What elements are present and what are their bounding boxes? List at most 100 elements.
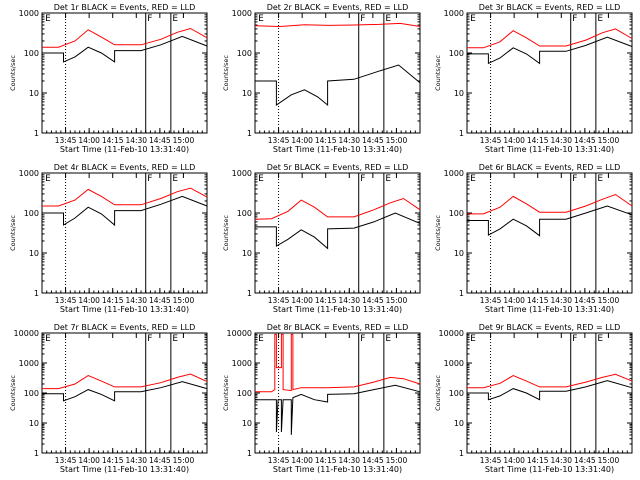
interval-marker-label: E bbox=[385, 14, 391, 24]
plot-frame bbox=[466, 332, 633, 454]
series-line-lld bbox=[467, 28, 633, 49]
x-tick-label: 14:15 bbox=[527, 136, 549, 145]
plot-frame bbox=[254, 332, 421, 454]
x-tick-label: 13:45 bbox=[268, 136, 290, 145]
y-tick-label: 100 bbox=[237, 49, 252, 58]
x-tick-label: 13:45 bbox=[268, 456, 290, 465]
x-tick-label: 14:45 bbox=[574, 136, 596, 145]
y-tick-label: 1 bbox=[34, 449, 39, 458]
y-axis-label: Counts/sec bbox=[9, 375, 17, 411]
y-axis-label: Counts/sec bbox=[222, 215, 230, 251]
y-tick-label: 1 bbox=[247, 289, 252, 298]
y-axis-label: Counts/sec bbox=[434, 375, 442, 411]
x-tick-label: 15:00 bbox=[386, 136, 408, 145]
x-tick-label: 14:15 bbox=[102, 136, 124, 145]
panel-title: Det 9r BLACK = Events, RED = LLD bbox=[479, 323, 621, 332]
series-line-lld bbox=[467, 193, 633, 215]
y-axis-label: Counts/sec bbox=[9, 215, 17, 251]
plot-frame bbox=[466, 172, 633, 294]
interval-marker-label: E bbox=[385, 174, 391, 184]
interval-marker-label: F bbox=[572, 334, 577, 344]
interval-marker-label: F bbox=[572, 174, 577, 184]
series-line-events bbox=[255, 212, 421, 250]
panel-title: Det 6r BLACK = Events, RED = LLD bbox=[479, 163, 621, 172]
detector-panel-9: Det 9r BLACK = Events, RED = LLD 1 10 100 10… bbox=[434, 323, 633, 474]
x-tick-label: 14:15 bbox=[102, 296, 124, 305]
y-tick-label: 1 bbox=[459, 129, 464, 138]
y-tick-label: 10 bbox=[29, 249, 39, 258]
interval-marker-label: F bbox=[360, 14, 365, 24]
detector-panel-6: Det 6r BLACK = Events, RED = LLD 1 10 100 10… bbox=[434, 163, 633, 314]
x-tick-label: 13:45 bbox=[55, 296, 77, 305]
series-line-events bbox=[467, 380, 633, 401]
x-tick-label: 14:15 bbox=[315, 456, 337, 465]
x-tick-label: 14:30 bbox=[125, 456, 147, 465]
plot-frame bbox=[41, 12, 208, 134]
x-tick-label: 13:45 bbox=[55, 136, 77, 145]
interval-marker-label: E bbox=[172, 174, 178, 184]
interval-marker-label: E bbox=[597, 14, 603, 24]
y-axis-label: Counts/sec bbox=[434, 55, 442, 91]
x-axis-label: Start Time (11-Feb-10 13:31:40) bbox=[485, 465, 614, 474]
y-tick-label: 10 bbox=[29, 419, 39, 428]
y-axis-label: Counts/sec bbox=[434, 215, 442, 251]
x-tick-label: 15:00 bbox=[386, 456, 408, 465]
x-tick-label: 14:15 bbox=[527, 296, 549, 305]
x-tick-label: 14:45 bbox=[574, 456, 596, 465]
y-tick-label: 1000 bbox=[444, 9, 464, 18]
plot-frame bbox=[254, 12, 421, 134]
y-tick-label: 10 bbox=[29, 89, 39, 98]
x-tick-label: 14:00 bbox=[503, 296, 525, 305]
detector-panel-7: Det 7r BLACK = Events, RED = LLD 1 10 100 10… bbox=[9, 323, 208, 474]
plot-frame bbox=[41, 172, 208, 294]
x-axis-label: Start Time (11-Feb-10 13:31:40) bbox=[485, 145, 614, 154]
x-tick-label: 14:00 bbox=[503, 456, 525, 465]
y-axis-label: Counts/sec bbox=[222, 375, 230, 411]
x-tick-label: 15:00 bbox=[173, 136, 195, 145]
y-tick-label: 1000 bbox=[444, 169, 464, 178]
y-tick-label: 10000 bbox=[14, 329, 39, 338]
x-tick-label: 13:45 bbox=[55, 456, 77, 465]
x-tick-label: 13:45 bbox=[480, 136, 502, 145]
y-tick-label: 1000 bbox=[444, 359, 464, 368]
interval-marker-label: E bbox=[172, 334, 178, 344]
x-tick-label: 14:00 bbox=[78, 456, 100, 465]
interval-marker-label: E bbox=[385, 334, 391, 344]
y-tick-label: 100 bbox=[237, 209, 252, 218]
y-tick-label: 1 bbox=[459, 289, 464, 298]
plot-frame bbox=[254, 172, 421, 294]
x-tick-label: 15:00 bbox=[598, 456, 620, 465]
interval-marker-label: E bbox=[172, 14, 178, 24]
interval-marker-label: F bbox=[360, 334, 365, 344]
x-tick-label: 14:30 bbox=[338, 456, 360, 465]
interval-marker-label: E bbox=[45, 14, 51, 24]
interval-marker-label: E bbox=[470, 334, 476, 344]
x-tick-label: 14:45 bbox=[149, 296, 171, 305]
series-line-lld bbox=[254, 197, 421, 220]
x-axis-label: Start Time (11-Feb-10 13:31:40) bbox=[273, 465, 402, 474]
interval-marker-label: F bbox=[147, 14, 152, 24]
x-tick-label: 14:00 bbox=[78, 136, 100, 145]
y-tick-label: 100 bbox=[237, 389, 252, 398]
x-tick-label: 13:45 bbox=[480, 456, 502, 465]
interval-marker-label: F bbox=[147, 174, 152, 184]
x-tick-label: 14:00 bbox=[78, 296, 100, 305]
series-line-lld bbox=[467, 373, 633, 389]
y-tick-label: 100 bbox=[24, 209, 39, 218]
interval-marker-label: E bbox=[258, 174, 264, 184]
detector-panel-8: Det 8r BLACK = Events, RED = LLD 1 10 100 10… bbox=[222, 323, 421, 474]
x-tick-label: 14:45 bbox=[149, 456, 171, 465]
x-tick-label: 13:45 bbox=[268, 296, 290, 305]
y-tick-label: 1 bbox=[247, 449, 252, 458]
x-tick-label: 14:30 bbox=[550, 136, 572, 145]
x-tick-label: 14:45 bbox=[149, 136, 171, 145]
series-line-events bbox=[42, 35, 208, 63]
detector-panel-5: Det 5r BLACK = Events, RED = LLD 1 10 100 10… bbox=[222, 163, 421, 314]
x-tick-label: 14:45 bbox=[362, 456, 384, 465]
x-tick-label: 14:00 bbox=[291, 136, 313, 145]
interval-marker-label: E bbox=[45, 174, 51, 184]
interval-marker-label: F bbox=[572, 14, 577, 24]
y-tick-label: 10 bbox=[242, 419, 252, 428]
x-tick-label: 15:00 bbox=[386, 296, 408, 305]
panel-title: Det 1r BLACK = Events, RED = LLD bbox=[54, 3, 196, 12]
